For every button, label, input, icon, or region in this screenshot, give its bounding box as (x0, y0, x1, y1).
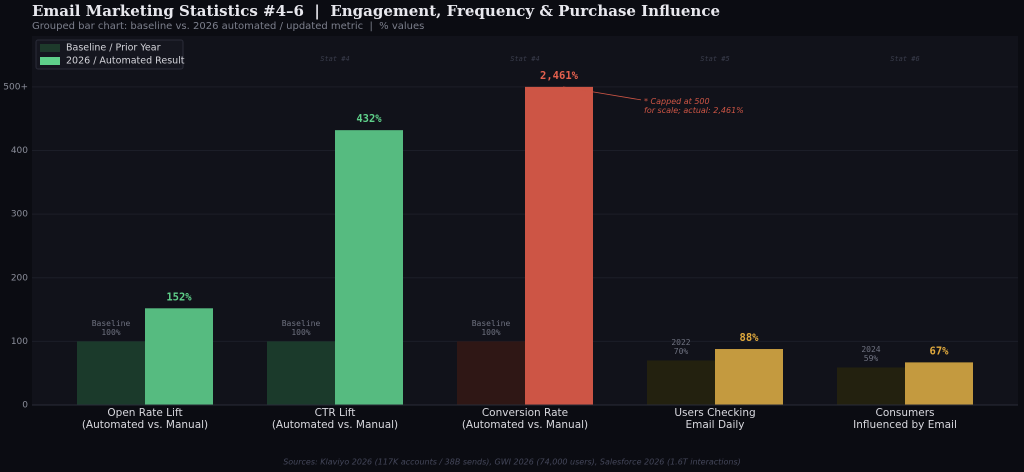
period-label: Baseline (472, 319, 511, 328)
bar (905, 362, 973, 405)
y-tick-label: 100 (11, 337, 28, 347)
value-label: 152% (166, 291, 192, 303)
legend-label: Baseline / Prior Year (66, 43, 161, 54)
legend-label: 2026 / Automated Result (66, 56, 185, 67)
legend-swatch (40, 44, 60, 52)
x-tick-label: Consumers Influenced by Email (853, 407, 957, 431)
value-label: 2,461% (540, 70, 579, 82)
period-label: 2022 (671, 338, 690, 347)
bar (267, 341, 335, 405)
legend-box (35, 39, 184, 70)
value-label: 100% (291, 328, 310, 337)
value-label: 432% (356, 113, 382, 125)
chart-subtitle: Grouped bar chart: baseline vs. 2026 aut… (32, 21, 424, 32)
x-tick-label: CTR Lift (Automated vs. Manual) (272, 407, 398, 431)
x-tick-line: Conversion Rate (482, 407, 568, 419)
chart-title: Email Marketing Statistics #4–6 | Engage… (32, 2, 720, 20)
annotation: * Capped at 500 for scale; actual: 2,461% (644, 96, 744, 114)
bar (457, 341, 525, 405)
source-note: Sources: Klaviyo 2026 (117K accounts / 3… (283, 458, 741, 467)
value-label: 88% (740, 332, 760, 344)
y-tick-label: 200 (11, 273, 28, 283)
x-tick-line: Email Daily (685, 419, 744, 431)
y-tick-label: 0 (22, 401, 28, 411)
bar (335, 130, 403, 405)
x-tick-line: Influenced by Email (853, 419, 957, 431)
bars (77, 86, 973, 405)
period-label: 2024 (861, 345, 880, 354)
stat-label: Stat #5 (700, 55, 730, 63)
value-label: 70% (674, 347, 689, 356)
bar (715, 349, 783, 405)
value-label: 100% (101, 328, 120, 337)
period-label: Baseline (92, 319, 131, 328)
x-tick-label: Open Rate Lift (Automated vs. Manual) (82, 407, 208, 431)
value-label: 59% (864, 354, 879, 363)
y-tick-label: 300 (11, 210, 28, 220)
x-tick-label: Conversion Rate (Automated vs. Manual) (462, 407, 588, 431)
legend-swatch (40, 57, 60, 65)
x-tick-line: (Automated vs. Manual) (82, 419, 208, 431)
bar (525, 86, 593, 405)
bar (145, 308, 213, 405)
annotation-line: * Capped at 500 (644, 96, 710, 105)
x-tick-line: (Automated vs. Manual) (272, 419, 398, 431)
stat-label: Stat #4 (510, 55, 540, 63)
period-label: Baseline (282, 319, 321, 328)
value-label: 100% (481, 328, 500, 337)
y-tick-label: 500+ (3, 82, 28, 92)
x-tick-label: Users Checking Email Daily (674, 407, 755, 431)
y-tick-label: 400 (11, 146, 28, 156)
annotation-line: for scale; actual: 2,461% (644, 105, 744, 114)
x-tick-line: Open Rate Lift (107, 407, 182, 419)
bar (77, 341, 145, 405)
stat-label: Stat #4 (320, 55, 350, 63)
x-tick-line: CTR Lift (315, 407, 356, 419)
x-tick-line: Users Checking (674, 407, 755, 419)
x-tick-line: Consumers (875, 407, 934, 419)
stat-label: Stat #6 (890, 55, 920, 63)
annotation-arrow (562, 86, 642, 101)
bar (647, 360, 715, 405)
value-label: 67% (930, 345, 950, 357)
x-tick-line: (Automated vs. Manual) (462, 419, 588, 431)
bar (837, 367, 905, 405)
